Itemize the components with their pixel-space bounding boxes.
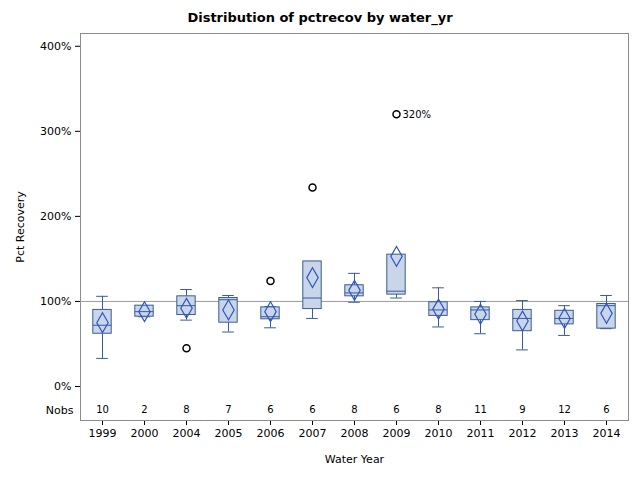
- svg-text:200%: 200%: [40, 210, 71, 223]
- svg-text:2010: 2010: [425, 427, 453, 440]
- svg-text:2005: 2005: [215, 427, 243, 440]
- svg-text:400%: 400%: [40, 40, 71, 53]
- svg-text:2013: 2013: [551, 427, 579, 440]
- svg-text:11: 11: [474, 404, 487, 415]
- html-text:Distribution of pctrecov by wa: Distribution of pctrecov by water_yr: [187, 10, 453, 25]
- svg-text:2007: 2007: [299, 427, 327, 440]
- svg-text:0%: 0%: [54, 380, 71, 393]
- svg-text:7: 7: [225, 404, 231, 415]
- svg-text:Nobs: Nobs: [46, 404, 74, 417]
- svg-text:2000: 2000: [131, 427, 159, 440]
- svg-text:320%: 320%: [403, 109, 432, 120]
- svg-text:2009: 2009: [383, 427, 411, 440]
- svg-text:2008: 2008: [341, 427, 369, 440]
- svg-text:Water Year: Water Year: [325, 453, 385, 466]
- svg-text:2014: 2014: [593, 427, 621, 440]
- svg-text:2004: 2004: [173, 427, 201, 440]
- svg-text:10: 10: [96, 404, 109, 415]
- svg-text:8: 8: [435, 404, 441, 415]
- svg-text:1999: 1999: [89, 427, 117, 440]
- svg-text:6: 6: [393, 404, 399, 415]
- svg-text:2006: 2006: [257, 427, 285, 440]
- svg-text:6: 6: [309, 404, 315, 415]
- svg-text:2: 2: [141, 404, 147, 415]
- svg-text:6: 6: [267, 404, 273, 415]
- svg-text:9: 9: [519, 404, 525, 415]
- svg-text:8: 8: [351, 404, 357, 415]
- svg-text:12: 12: [558, 404, 571, 415]
- svg-text:Pct Recovery: Pct Recovery: [14, 191, 27, 263]
- svg-text:2012: 2012: [509, 427, 537, 440]
- svg-text:6: 6: [603, 404, 609, 415]
- svg-text:100%: 100%: [40, 295, 71, 308]
- svg-text:2011: 2011: [467, 427, 495, 440]
- svg-text:300%: 300%: [40, 125, 71, 138]
- svg-text:8: 8: [183, 404, 189, 415]
